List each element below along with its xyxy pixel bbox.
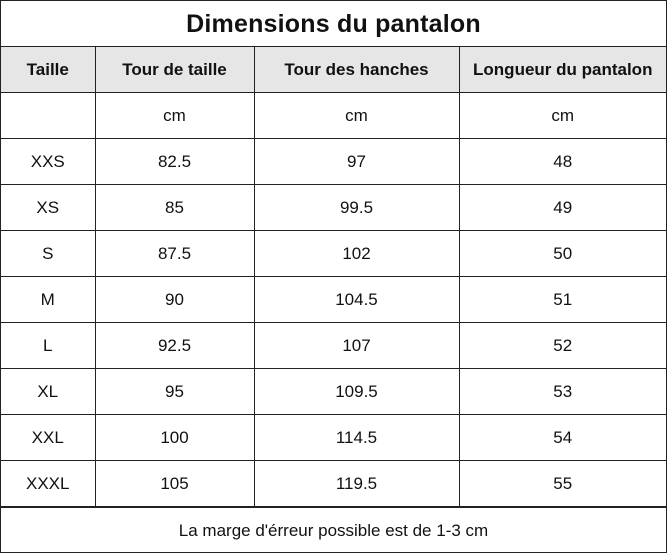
length-cell: 52 bbox=[458, 322, 666, 369]
size-cell: XXS bbox=[1, 138, 96, 185]
size-cell: L bbox=[1, 322, 96, 369]
hip-cell: 97 bbox=[253, 138, 460, 185]
size-cell: M bbox=[1, 276, 96, 323]
hip-cell: 109.5 bbox=[253, 368, 460, 415]
length-cell: 53 bbox=[458, 368, 666, 415]
hip-cell: 119.5 bbox=[253, 460, 460, 507]
hip-cell: 102 bbox=[253, 230, 460, 277]
waist-cell: 85 bbox=[94, 184, 255, 231]
waist-cell: 82.5 bbox=[94, 138, 255, 185]
waist-cell: 87.5 bbox=[94, 230, 255, 277]
unit-cell bbox=[1, 92, 96, 139]
size-cell: XS bbox=[1, 184, 96, 231]
length-cell: 54 bbox=[458, 414, 666, 461]
header-taille: Taille bbox=[1, 47, 96, 93]
chart-title: Dimensions du pantalon bbox=[1, 1, 666, 47]
length-cell: 51 bbox=[458, 276, 666, 323]
units-row: cm cm cm bbox=[1, 92, 666, 139]
table-row: XL 95 109.5 53 bbox=[1, 368, 666, 415]
length-cell: 49 bbox=[458, 184, 666, 231]
waist-cell: 92.5 bbox=[94, 322, 255, 369]
length-cell: 48 bbox=[458, 138, 666, 185]
unit-cell: cm bbox=[458, 92, 666, 139]
size-cell: S bbox=[1, 230, 96, 277]
size-table: Taille Tour de taille Tour des hanches L… bbox=[1, 47, 666, 507]
unit-cell: cm bbox=[253, 92, 460, 139]
length-cell: 50 bbox=[458, 230, 666, 277]
table-row: XXXL 105 119.5 55 bbox=[1, 460, 666, 507]
hip-cell: 99.5 bbox=[253, 184, 460, 231]
table-row: L 92.5 107 52 bbox=[1, 322, 666, 369]
waist-cell: 100 bbox=[94, 414, 255, 461]
table-row: XS 85 99.5 49 bbox=[1, 184, 666, 231]
unit-cell: cm bbox=[94, 92, 255, 139]
size-cell: XL bbox=[1, 368, 96, 415]
error-margin-note: La marge d'érreur possible est de 1-3 cm bbox=[1, 507, 666, 552]
header-tour-des-hanches: Tour des hanches bbox=[253, 47, 460, 93]
header-tour-de-taille: Tour de taille bbox=[94, 47, 255, 93]
size-cell: XXXL bbox=[1, 460, 96, 507]
hip-cell: 114.5 bbox=[253, 414, 460, 461]
length-cell: 55 bbox=[458, 460, 666, 507]
waist-cell: 95 bbox=[94, 368, 255, 415]
table-row: M 90 104.5 51 bbox=[1, 276, 666, 323]
waist-cell: 105 bbox=[94, 460, 255, 507]
size-cell: XXL bbox=[1, 414, 96, 461]
header-longueur: Longueur du pantalon bbox=[458, 47, 666, 93]
header-row: Taille Tour de taille Tour des hanches L… bbox=[1, 47, 666, 93]
table-row: XXL 100 114.5 54 bbox=[1, 414, 666, 461]
hip-cell: 107 bbox=[253, 322, 460, 369]
table-row: S 87.5 102 50 bbox=[1, 230, 666, 277]
hip-cell: 104.5 bbox=[253, 276, 460, 323]
waist-cell: 90 bbox=[94, 276, 255, 323]
table-row: XXS 82.5 97 48 bbox=[1, 138, 666, 185]
